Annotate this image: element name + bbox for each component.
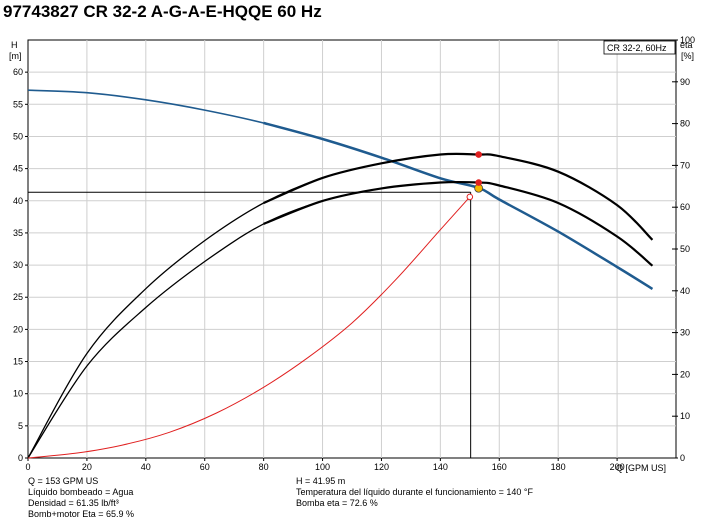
info-density: Densidad = 61.35 lb/ft³ (28, 498, 119, 508)
info-column-left: Q = 153 GPM US Líquido bombeado = Agua D… (28, 476, 134, 520)
eta-point-marker (475, 179, 482, 186)
info-temperature: Temperatura del líquido durante el funci… (296, 487, 533, 497)
info-bomb-motor-eta: Bomb+motor Eta = 65.9 % (28, 509, 135, 519)
x-tick-label: 100 (315, 462, 330, 472)
y-left-tick-label: 35 (13, 228, 23, 238)
y-left-tick-label: 40 (13, 196, 23, 206)
y-right-tick-label: 90 (680, 77, 690, 87)
grid-lines (28, 40, 676, 458)
y-right-label-line1: eta (680, 40, 693, 50)
y-right-tick-label: 80 (680, 119, 690, 129)
legend-box: CR 32-2, 60Hz (603, 40, 676, 55)
plot-frame (27, 39, 677, 459)
y-left-label-line2: [m] (9, 51, 22, 61)
x-tick-label: 160 (492, 462, 507, 472)
info-head: H = 41.95 m (296, 476, 346, 486)
x-tick-label: 60 (200, 462, 210, 472)
axis-ticks: 0 20 40 60 80 100 120 140 160 180 2000510152025303… (13, 35, 695, 472)
x-tick-label: 40 (141, 462, 151, 472)
x-tick-label: 0 (25, 462, 30, 472)
y-right-tick-label: 0 (680, 453, 685, 463)
y-left-label-line1: H (11, 40, 18, 50)
y-left-tick-label: 45 (13, 164, 23, 174)
y-right-tick-label: 60 (680, 202, 690, 212)
eta-point-marker (475, 151, 482, 158)
y-right-tick-label: 100 (680, 35, 695, 45)
y-left-tick-label: 10 (13, 389, 23, 399)
series-range-head (263, 121, 654, 290)
legend-frame (603, 40, 676, 55)
y-left-tick-label: 55 (13, 99, 23, 109)
x-tick-label: 20 (82, 462, 92, 472)
info-flow: Q = 153 GPM US (28, 476, 99, 486)
y-left-tick-label: 15 (13, 357, 23, 367)
y-right-tick-label: 50 (680, 244, 690, 254)
curves (27, 89, 654, 459)
legend-text: CR 32-2, 60Hz (607, 43, 667, 53)
y-left-tick-label: 25 (13, 292, 23, 302)
y-left-tick-label: 5 (18, 421, 23, 431)
x-tick-label: 140 (433, 462, 448, 472)
x-tick-label: 200 (610, 462, 625, 472)
x-axis-label: Q [GPM US] (616, 463, 666, 473)
info-liquid: Líquido bombeado = Agua (28, 487, 134, 497)
y-left-tick-label: 20 (13, 324, 23, 334)
series-line-pump_eta (27, 153, 653, 459)
page-title: 97743827 CR 32-2 A-G-A-E-HQQE 60 Hz (3, 2, 322, 21)
markers (466, 151, 484, 201)
y-right-label-line2: [%] (681, 51, 694, 61)
pump-curve-chart: 0 20 40 60 80 100 120 140 160 180 2000510152025303… (9, 35, 695, 473)
y-left-tick-label: 0 (18, 453, 23, 463)
y-left-tick-label: 30 (13, 260, 23, 270)
series-range-pump_eta (263, 152, 654, 241)
info-column-right: H = 41.95 m Temperatura del líquido dura… (296, 476, 533, 509)
y-left-tick-label: 50 (13, 131, 23, 141)
series-line-head (27, 89, 653, 290)
x-tick-label: 80 (259, 462, 269, 472)
x-tick-label: 180 (551, 462, 566, 472)
info-pump-eta: Bomba eta = 72.6 % (296, 498, 378, 508)
series-line-npsh (27, 196, 471, 459)
y-right-tick-label: 10 (680, 411, 690, 421)
y-left-tick-label: 60 (13, 67, 23, 77)
x-tick-label: 120 (374, 462, 389, 472)
y-right-tick-label: 70 (680, 160, 690, 170)
y-right-tick-label: 20 (680, 369, 690, 379)
y-right-tick-label: 40 (680, 286, 690, 296)
series-line-total_eta (27, 181, 653, 459)
npsh-end-marker (466, 193, 474, 201)
y-right-tick-label: 30 (680, 328, 690, 338)
